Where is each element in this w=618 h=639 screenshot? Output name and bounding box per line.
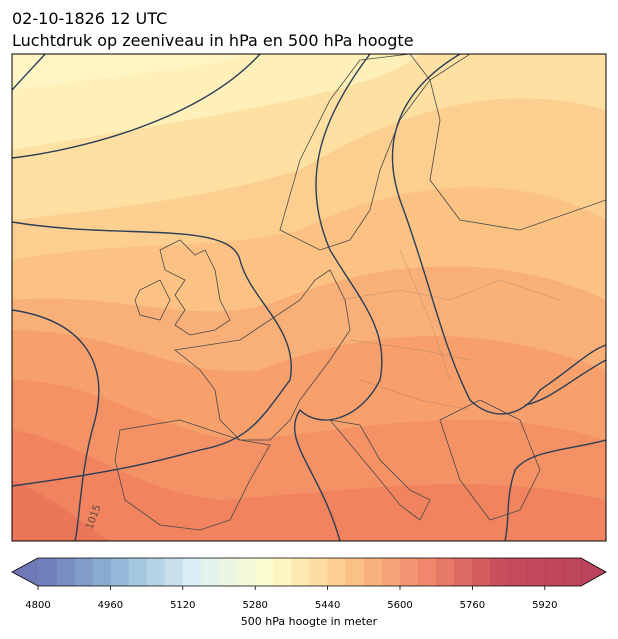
colorbar-extend-low (12, 558, 38, 586)
scandinavia (279, 54, 431, 251)
colorbar-segment (291, 558, 310, 586)
france-benelux (174, 269, 351, 441)
colorbar-tick-label: 5760 (460, 600, 485, 611)
colorbar-segment (490, 558, 510, 586)
colorbar: 4800 4960 5120 5280 5440 5600 5760 5920 (11, 557, 607, 611)
great-britain (159, 239, 231, 336)
map-title: 02-10-1826 12 UTC (12, 9, 167, 28)
map: 1015 (12, 54, 606, 541)
colorbar-tick-label: 4800 (25, 600, 50, 611)
map-frame (11, 53, 607, 542)
iberia (114, 419, 271, 531)
colorbar-tick-label: 5440 (315, 600, 340, 611)
italy (329, 419, 431, 521)
colorbar-segment (255, 558, 274, 586)
colorbar-segment (400, 558, 419, 586)
colorbar-segment (508, 558, 528, 586)
colorbar-label: 500 hPa hoogte in meter (241, 615, 378, 628)
colorbar-segment (472, 558, 491, 586)
colorbar-segment (182, 558, 202, 586)
height-band (12, 54, 420, 150)
height-band (12, 54, 250, 90)
height-band (12, 54, 606, 220)
colorbar-segment (363, 558, 383, 586)
colorbar-segment (544, 558, 564, 586)
colorbar-extend-high (581, 558, 606, 586)
colorbar-tick-label: 5280 (242, 600, 267, 611)
colorbar-segment (219, 558, 238, 586)
colorbar-segment (345, 558, 365, 586)
isobar (12, 221, 292, 487)
height-band (12, 480, 110, 541)
colorbar-segment (56, 558, 75, 586)
colorbar-segment (92, 558, 111, 586)
map-subtitle: Luchtdruk op zeeniveau in hPa en 500 hPa… (12, 31, 414, 50)
colorbar-segment (436, 558, 455, 586)
colorbar-tick-label: 5600 (387, 600, 412, 611)
ireland (134, 279, 171, 321)
isobar (12, 309, 100, 541)
colorbar-segment (381, 558, 401, 586)
colorbar-segment (454, 558, 473, 586)
height-band (12, 430, 606, 541)
balkans (439, 399, 541, 521)
isobar (504, 359, 606, 541)
isobar (12, 54, 261, 159)
colorbar-segment (38, 558, 57, 586)
colorbar-segment (309, 558, 329, 586)
colorbar-tick-label: 4960 (98, 600, 123, 611)
colorbar-segment (164, 558, 184, 586)
colorbar-segment (526, 558, 546, 586)
isobar (294, 54, 383, 541)
colorbar-segment (273, 558, 292, 586)
colorbar-outline (11, 557, 607, 587)
colorbar-segment (327, 558, 347, 586)
isobar (391, 54, 606, 415)
colorbar-segment (562, 558, 582, 586)
colorbar-segment (110, 558, 129, 586)
colorbar-segment (74, 558, 93, 586)
colorbar-segment (146, 558, 166, 586)
colorbar-segment (128, 558, 148, 586)
country-borders (339, 249, 561, 411)
pressure-isobars (12, 54, 606, 541)
colorbar-segment (237, 558, 256, 586)
finland-russia (429, 54, 606, 231)
colorbar-tick-label: 5120 (170, 600, 195, 611)
colorbar-tick-label: 5920 (532, 600, 557, 611)
colorbar-segment (200, 558, 220, 586)
colorbar-segment (418, 558, 437, 586)
isobar (12, 54, 46, 91)
coastlines (114, 54, 606, 531)
